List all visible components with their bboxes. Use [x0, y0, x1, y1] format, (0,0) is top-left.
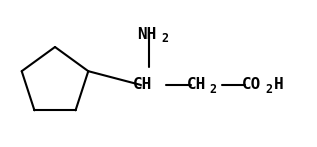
Text: 2: 2: [161, 32, 168, 45]
Text: H: H: [274, 77, 284, 92]
Text: 2: 2: [265, 83, 272, 96]
Text: 2: 2: [209, 83, 216, 96]
Text: CH: CH: [133, 77, 152, 92]
Text: CH: CH: [187, 77, 206, 92]
Text: NH: NH: [137, 27, 156, 42]
Text: CO: CO: [242, 77, 261, 92]
